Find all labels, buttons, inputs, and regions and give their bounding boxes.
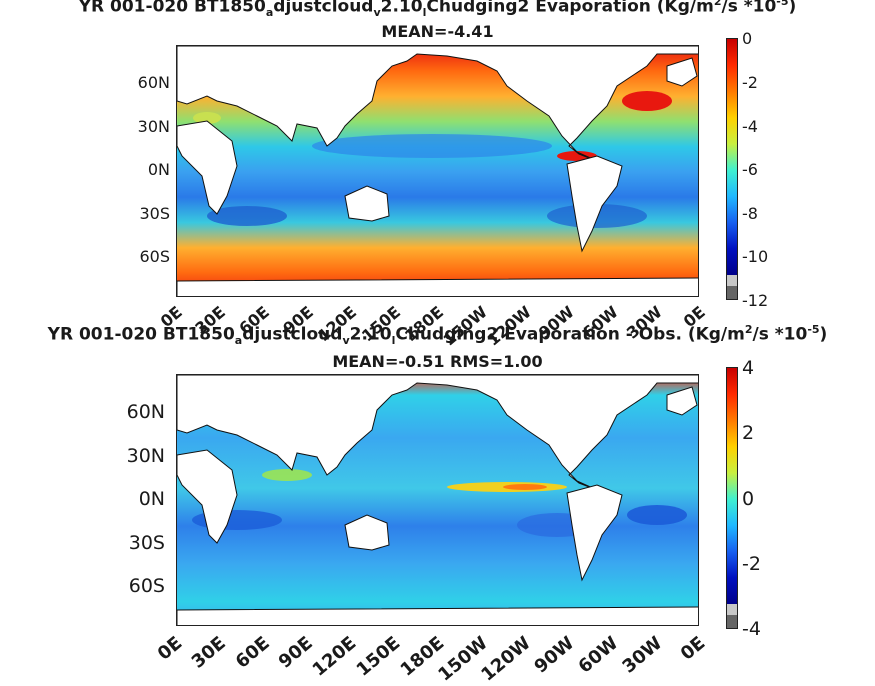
panel2-lon-label: 150W <box>434 632 492 686</box>
panel2-lat-label-0n: 0N <box>138 488 165 510</box>
panel2-map <box>176 374 699 626</box>
panel2-lon-label: 90W <box>530 632 579 678</box>
panel2-lat-label-60n: 60N <box>126 401 165 423</box>
panel2-colorbar <box>726 367 738 629</box>
panel2-colorbar-tick: -2 <box>742 553 761 575</box>
panel1-subtitle: MEAN=-4.41 <box>381 22 494 41</box>
panel2-lat-label-30s: 30S <box>128 532 165 554</box>
panel2-title: YR 001-020 BT1850adjustcloudv2.10lChudgi… <box>47 323 828 348</box>
panel1-colorbar <box>726 38 738 300</box>
panel1-map-svg <box>177 46 698 296</box>
panel1-colorbar-tick: -10 <box>742 247 769 266</box>
panel1-title: YR 001-020 BT1850adjustcloudv2.10lChudgi… <box>78 0 797 20</box>
panel2-lon-label: 120E <box>309 632 361 681</box>
panel2-lon-label: 150E <box>352 632 405 681</box>
panel1-map <box>176 45 699 297</box>
panel1-colorbar-tick: -6 <box>742 160 758 179</box>
panel1-colorbar-tick: -8 <box>742 204 758 223</box>
panel2-colorbar-tick: 0 <box>742 488 755 510</box>
panel2-lat-label-30n: 30N <box>126 445 165 467</box>
panel1-lat-label-30n: 30N <box>137 117 170 136</box>
panel1-lat-label-60n: 60N <box>137 73 170 92</box>
panel1-colorbar-tick: -12 <box>742 291 769 310</box>
panel1-colorbar-tick: -2 <box>742 73 758 92</box>
panel1-colorbar-tick: 0 <box>742 29 753 48</box>
panel2-colorbar-tick: 2 <box>742 422 755 444</box>
panel2-colorbar-tick: 4 <box>742 357 755 379</box>
panel2-lat-label-60s: 60S <box>128 575 165 597</box>
panel2-lon-label: 0E <box>153 632 187 665</box>
panel2-lon-label: 60E <box>231 632 274 673</box>
panel2-lon-label: 60W <box>574 632 623 678</box>
panel1-lat-label-30s: 30S <box>139 204 170 223</box>
panel2-subtitle: MEAN=-0.51 RMS=1.00 <box>332 352 543 371</box>
panel1-colorbar-tick: -4 <box>742 117 758 136</box>
panel2-lon-label: 0E <box>676 632 710 665</box>
panel2-map-svg <box>177 375 698 625</box>
panel2-lon-label: 30W <box>617 632 666 678</box>
panel2-lon-label: 30E <box>187 632 231 673</box>
panel2-colorbar-tick: -4 <box>742 618 761 640</box>
panel1-lat-label-60s: 60S <box>139 247 170 266</box>
panel2-lon-label: 120W <box>477 632 536 686</box>
panel1-lat-label-0n: 0N <box>147 160 170 179</box>
